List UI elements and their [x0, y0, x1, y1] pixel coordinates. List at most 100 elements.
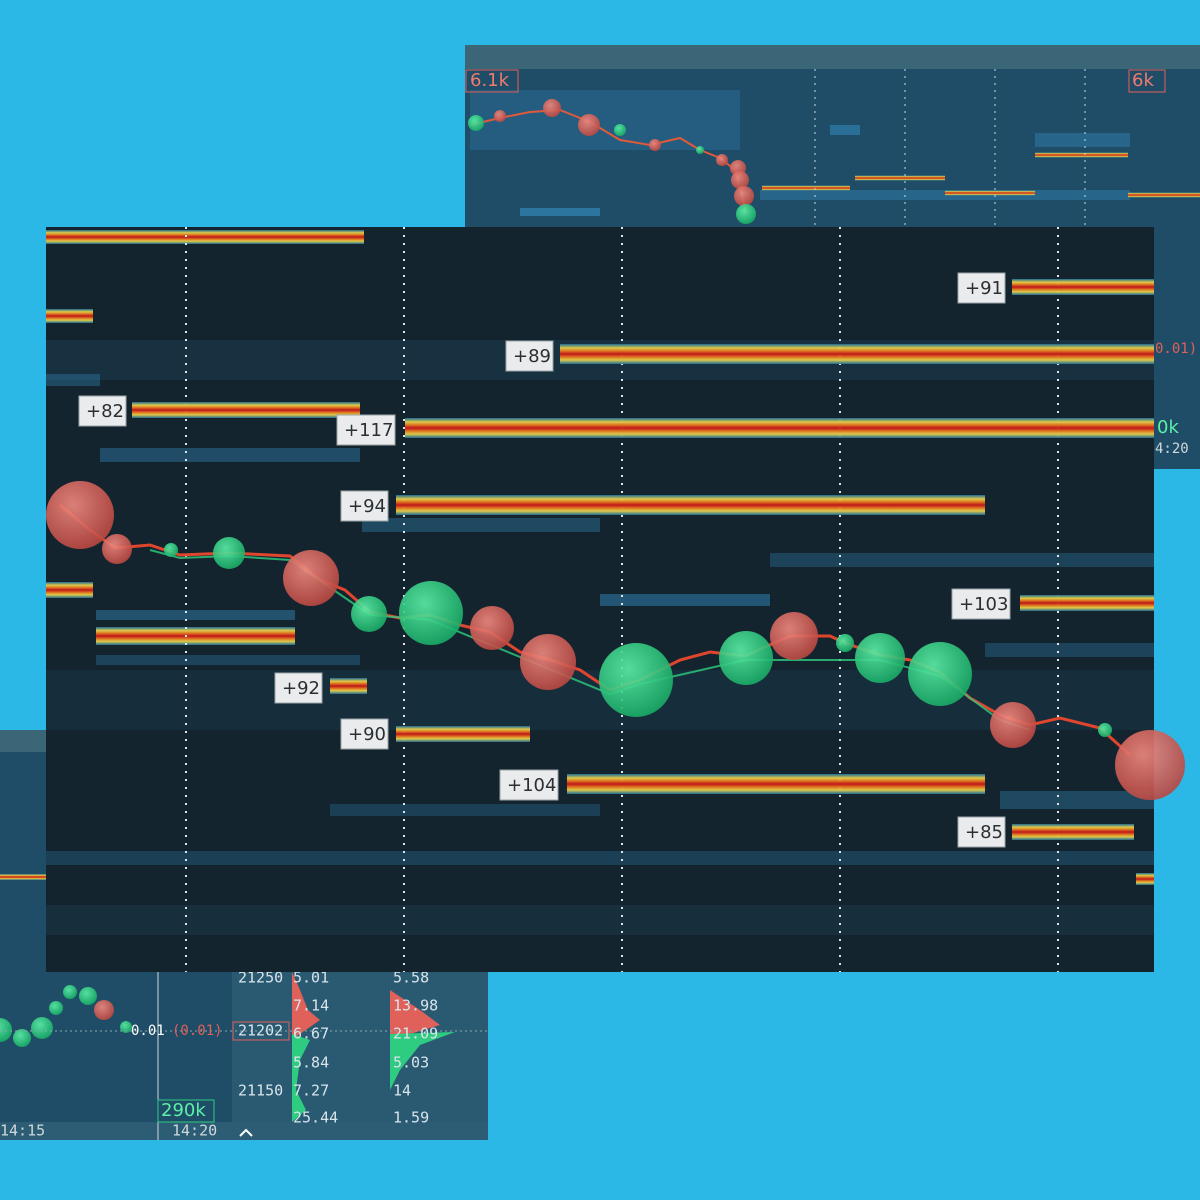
bid-size: 6.67: [293, 1025, 329, 1043]
collapse-arrow: [239, 1128, 253, 1137]
liquidity-band: [762, 185, 850, 191]
level-label: +85: [965, 822, 1003, 843]
buy-bubble: [120, 1021, 132, 1033]
sell-bubble: [716, 154, 728, 166]
depth-band: [96, 610, 295, 620]
buy-bubble: [0, 1018, 12, 1042]
depth-band: [520, 208, 600, 216]
panel-header: [465, 45, 1200, 69]
level-label-box: [274, 672, 323, 704]
right-strip: [1154, 229, 1200, 469]
depth-band: [46, 374, 100, 386]
time-label: 14:20: [172, 1122, 217, 1140]
right-label-box: [1128, 69, 1166, 93]
sell-bubble: [494, 110, 506, 122]
liquidity-band: [46, 309, 93, 323]
high-label-box: [465, 69, 519, 93]
depth-band: [46, 851, 1154, 865]
buy-bubble: [351, 596, 387, 632]
price-level: 21250: [238, 969, 283, 987]
depth-band: [985, 643, 1154, 657]
edge-time: 4:20: [1155, 441, 1189, 457]
depth-band: [1035, 133, 1130, 147]
depth-band: [96, 655, 360, 665]
liquidity-band: [46, 582, 93, 598]
depth-band: [1000, 791, 1154, 809]
sell-bubble: [649, 139, 661, 151]
price-level: 21202: [238, 1022, 283, 1040]
buy-bubble: [614, 124, 626, 136]
liquidity-band: [330, 678, 367, 694]
liquidity-band: [567, 774, 985, 794]
edge-change: 0.01): [1155, 341, 1197, 357]
depth-band: [100, 448, 360, 462]
price-level: 21150: [238, 1082, 283, 1100]
buy-bubble: [1098, 723, 1112, 737]
liquidity-band: [96, 627, 295, 645]
level-label: +90: [348, 724, 386, 745]
sell-bubble: [578, 114, 600, 136]
buy-bubble: [13, 1029, 31, 1047]
buy-bubble: [31, 1017, 53, 1039]
level-label-box: [957, 816, 1006, 848]
buy-bubble: [49, 1001, 63, 1015]
panel-body: [465, 69, 1200, 229]
ask-size: 5.58: [393, 969, 429, 987]
sell-bubble: [470, 606, 514, 650]
ask-size: 5.03: [393, 1054, 429, 1072]
bid-size: 7.14: [293, 997, 329, 1015]
ask-size: 1.59: [393, 1109, 429, 1127]
buy-bubble: [836, 634, 854, 652]
depth-band: [330, 804, 600, 816]
buy-bubble: [599, 643, 673, 717]
sell-bubble: [1115, 730, 1185, 800]
main-panel: +91 +89 +82 +117 +94 +103 +92 +90 +104 +85: [46, 227, 1185, 972]
level-label-box: [78, 395, 127, 427]
liquidity-band: [396, 495, 985, 515]
level-label: +92: [282, 678, 320, 699]
depth-band: [770, 553, 1154, 567]
liquidity-band: [1035, 152, 1128, 158]
level-label-box: [340, 718, 389, 750]
sell-bubble: [543, 99, 561, 117]
liquidity-band: [1012, 279, 1154, 295]
liquidity-band: [0, 874, 46, 880]
right-label: 6k: [1132, 70, 1154, 91]
price-change: (0.01): [172, 1023, 223, 1039]
buy-bubble: [63, 985, 77, 999]
level-label-box: [957, 272, 1006, 304]
level-label-box: [505, 340, 554, 372]
volume-box: [157, 1099, 215, 1123]
liquidity-band: [405, 418, 1154, 438]
buy-bubble: [719, 631, 773, 685]
top-panel: 6.1k 6k 0.01) 0k 4:20: [465, 45, 1200, 469]
level-label-box: [499, 769, 559, 801]
current-price-box: [232, 1021, 290, 1041]
last-price: 0.01: [131, 1023, 165, 1039]
high-label: 6.1k: [470, 70, 510, 91]
sell-bubble: [990, 702, 1036, 748]
bid-size: 7.27: [293, 1082, 329, 1100]
depth-band: [46, 905, 1154, 935]
ask-size: 13.98: [393, 997, 438, 1015]
liquidity-band: [560, 344, 1154, 364]
level-label: +117: [344, 420, 393, 441]
buy-bubble: [79, 987, 97, 1005]
liquidity-band: [46, 230, 364, 244]
buy-bubble: [164, 543, 178, 557]
sell-volume-profile: [390, 990, 440, 1034]
buy-bubble: [468, 115, 484, 131]
level-label-box: [340, 490, 389, 522]
time-label: 14:15: [0, 1122, 45, 1140]
buy-bubble: [696, 146, 704, 154]
liquidity-band: [396, 726, 530, 742]
liquidity-band: [1020, 595, 1154, 611]
buy-volume-profile: [292, 1034, 310, 1122]
liquidity-band: [945, 190, 1035, 196]
level-label-box: [336, 414, 396, 446]
liquidity-band: [855, 175, 945, 181]
buy-bubble: [399, 581, 463, 645]
buy-bubble: [855, 633, 905, 683]
bid-size: 5.84: [293, 1054, 329, 1072]
